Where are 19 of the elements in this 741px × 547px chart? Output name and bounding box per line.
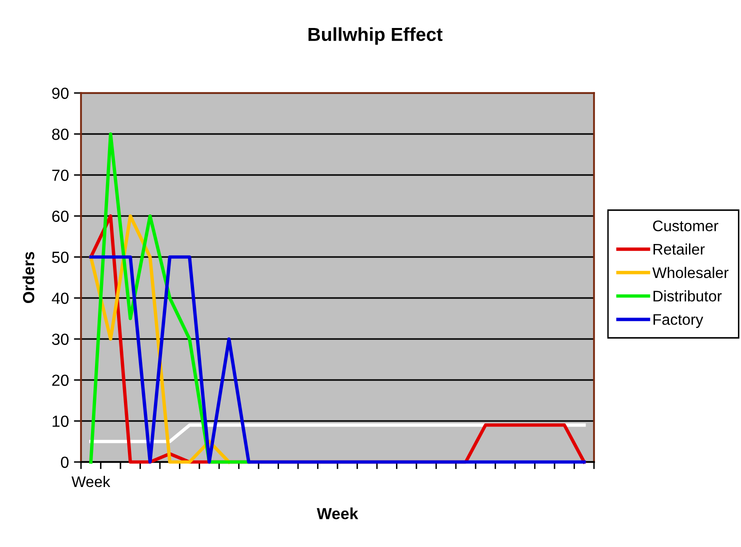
- legend-label: Distributor: [654, 290, 722, 302]
- text: Customer: [653, 220, 718, 232]
- y-tick-label: 20: [52, 374, 69, 386]
- y-tick-label: 30: [52, 334, 69, 345]
- legend-label: Retailer: [654, 243, 705, 255]
- y-tick-label: 60: [52, 210, 69, 222]
- y-tick-label: 0: [60, 456, 69, 468]
- line-series: [89, 132, 250, 464]
- y-tick-label: 80: [52, 128, 69, 140]
- y-tick-label: 50: [52, 252, 69, 263]
- y-tick-label: 90: [52, 88, 69, 99]
- y-tick-label: 40: [52, 292, 69, 304]
- y-tick-label: 10: [52, 416, 69, 427]
- y-tick-label: 70: [52, 170, 69, 181]
- y-axis-title: Orders: [22, 252, 34, 304]
- chart-title: Bullwhip Effect: [308, 27, 442, 45]
- legend-label: Factory: [654, 314, 704, 328]
- legend-label: Wholesaler: [652, 266, 728, 278]
- x-axis-title: Week: [316, 508, 358, 520]
